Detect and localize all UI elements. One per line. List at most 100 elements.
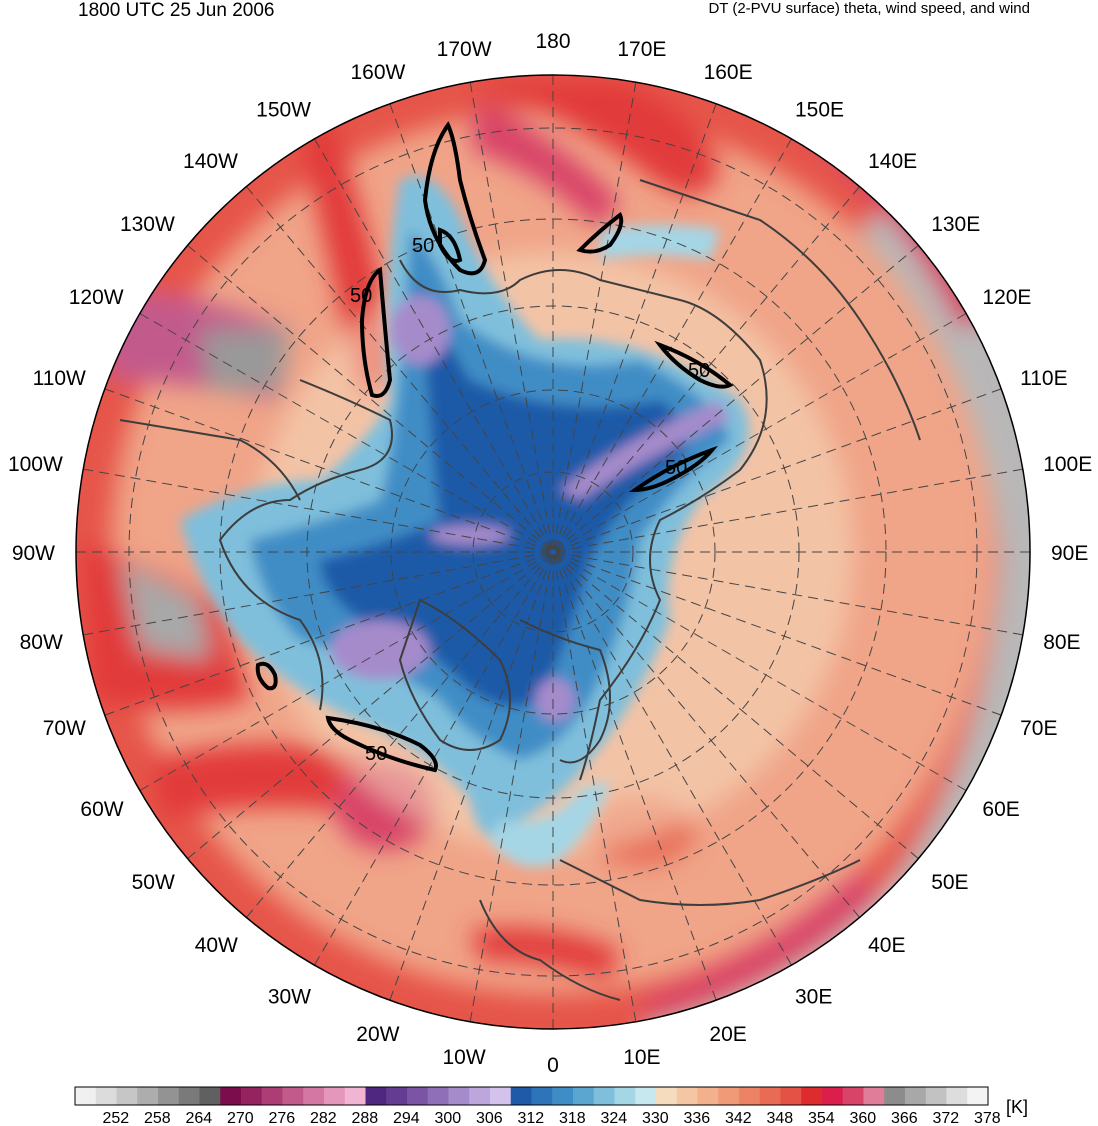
field-description-title: DT (2-PVU surface) theta, wind speed, an… [708,0,1030,17]
longitude-label: 150W [256,99,311,122]
colorbar-swatch [324,1087,346,1105]
contour-label: 50 [688,360,710,382]
colorbar-tick-label: 336 [683,1110,710,1126]
longitude-label: 160W [350,61,405,84]
contour-label: 50 [665,457,687,479]
longitude-label: 80W [20,631,63,654]
colorbar-swatch [344,1087,366,1105]
colorbar-swatch [946,1087,968,1105]
colorbar-tick-label: 312 [517,1110,544,1126]
colorbar-swatch [676,1087,698,1105]
colorbar-tick-label: 264 [185,1110,212,1126]
longitude-label: 170E [617,38,666,61]
longitude-label: 90E [1051,542,1088,565]
colorbar-tick-label: 318 [559,1110,586,1126]
colorbar-swatch [614,1087,636,1105]
colorbar-swatch [801,1087,823,1105]
colorbar-swatch [656,1087,678,1105]
colorbar-swatch [863,1087,885,1105]
colorbar-swatch [905,1087,927,1105]
colorbar-tick-label: 360 [849,1110,876,1126]
longitude-label: 60W [80,798,123,821]
longitude-label: 30W [268,985,311,1008]
colorbar-tick-label: 252 [102,1110,129,1126]
longitude-label: 20E [709,1023,746,1046]
colorbar-tick-label: 270 [227,1110,254,1126]
contour-label: 50 [412,235,434,257]
longitude-label: 60E [982,798,1019,821]
longitude-label: 70E [1020,717,1057,740]
longitude-label: 140W [183,150,238,173]
colorbar-unit: [K] [1006,1097,1028,1117]
colorbar-swatch [552,1087,574,1105]
colorbar-swatch [780,1087,802,1105]
colorbar-tick-label: 276 [268,1110,295,1126]
colorbar-tick-label: 372 [932,1110,959,1126]
longitude-label: 40W [195,934,238,957]
colorbar-swatch [158,1087,180,1105]
contour-label: 50 [365,743,387,765]
longitude-label: 70W [43,717,86,740]
longitude-label: 100E [1043,453,1092,476]
colorbar-swatch [75,1087,97,1105]
colorbar-swatch [739,1087,761,1105]
longitude-label: 130W [120,213,175,236]
colorbar-swatch [967,1087,989,1105]
colorbar-swatch [822,1087,844,1105]
colorbar-swatch [365,1087,387,1105]
colorbar-frame [74,1086,989,1106]
theta-field [76,75,1030,1029]
colorbar-tick-label: 288 [351,1110,378,1126]
longitude-label: 50W [132,871,175,894]
colorbar-tick-label: 300 [434,1110,461,1126]
longitude-label: 150E [795,99,844,122]
theta-colorbar: 252 258 264 270 276 282 288 294 300 306 312 318 324 3… [74,1086,1001,1126]
colorbar-swatch [282,1087,304,1105]
colorbar-tick-label: 378 [974,1110,1001,1126]
valid-time-title: 1800 UTC 25 Jun 2006 [78,0,275,21]
colorbar-swatch [303,1087,325,1105]
colorbar-swatch [469,1087,491,1105]
longitude-label: 160E [704,61,753,84]
colorbar-swatch [925,1087,947,1105]
longitude-label: 0 [547,1054,559,1077]
colorbar-tick-label: 342 [725,1110,752,1126]
colorbar-tick-label: 330 [642,1110,669,1126]
colorbar-swatch [386,1087,408,1105]
colorbar-swatch [697,1087,719,1105]
wind-speed-contours [255,121,734,773]
longitude-label: 170W [437,38,492,61]
colorbar-swatch [635,1087,657,1105]
coastlines [119,179,921,1001]
colorbar-tick-label: 306 [476,1110,503,1126]
colorbar-swatch [573,1087,595,1105]
colorbar-swatch [199,1087,221,1105]
longitude-label: 30E [795,985,832,1008]
longitude-label: 110W [33,367,86,390]
colorbar-swatch [137,1087,159,1105]
colorbar-tick-label: 366 [891,1110,918,1126]
longitude-label: 90W [12,542,55,565]
colorbar-swatch [95,1087,117,1105]
colorbar-swatch [178,1087,200,1105]
colorbar-swatch [884,1087,906,1105]
colorbar-swatch [261,1087,283,1105]
longitude-label: 20W [356,1023,399,1046]
colorbar-swatch [593,1087,615,1105]
longitude-label: 50E [931,871,968,894]
longitude-label: 40E [868,934,905,957]
colorbar-swatch [220,1087,242,1105]
longitude-label: 110E [1020,367,1068,390]
colorbar-swatch [759,1087,781,1105]
colorbar-tick-label: 294 [393,1110,420,1126]
longitude-label: 100W [8,453,63,476]
colorbar-tick-label: 348 [766,1110,793,1126]
contour-label: 50 [350,285,372,307]
longitude-label: 130E [931,213,980,236]
longitude-label: 120W [69,286,124,309]
colorbar-swatch [510,1087,532,1105]
longitude-labels: 180 170E 160E 150E 140E 130E 120E 110E 100E 90E 80… [8,30,1092,1077]
colorbar-tick-label: 282 [310,1110,337,1126]
colorbar-swatch [116,1087,138,1105]
